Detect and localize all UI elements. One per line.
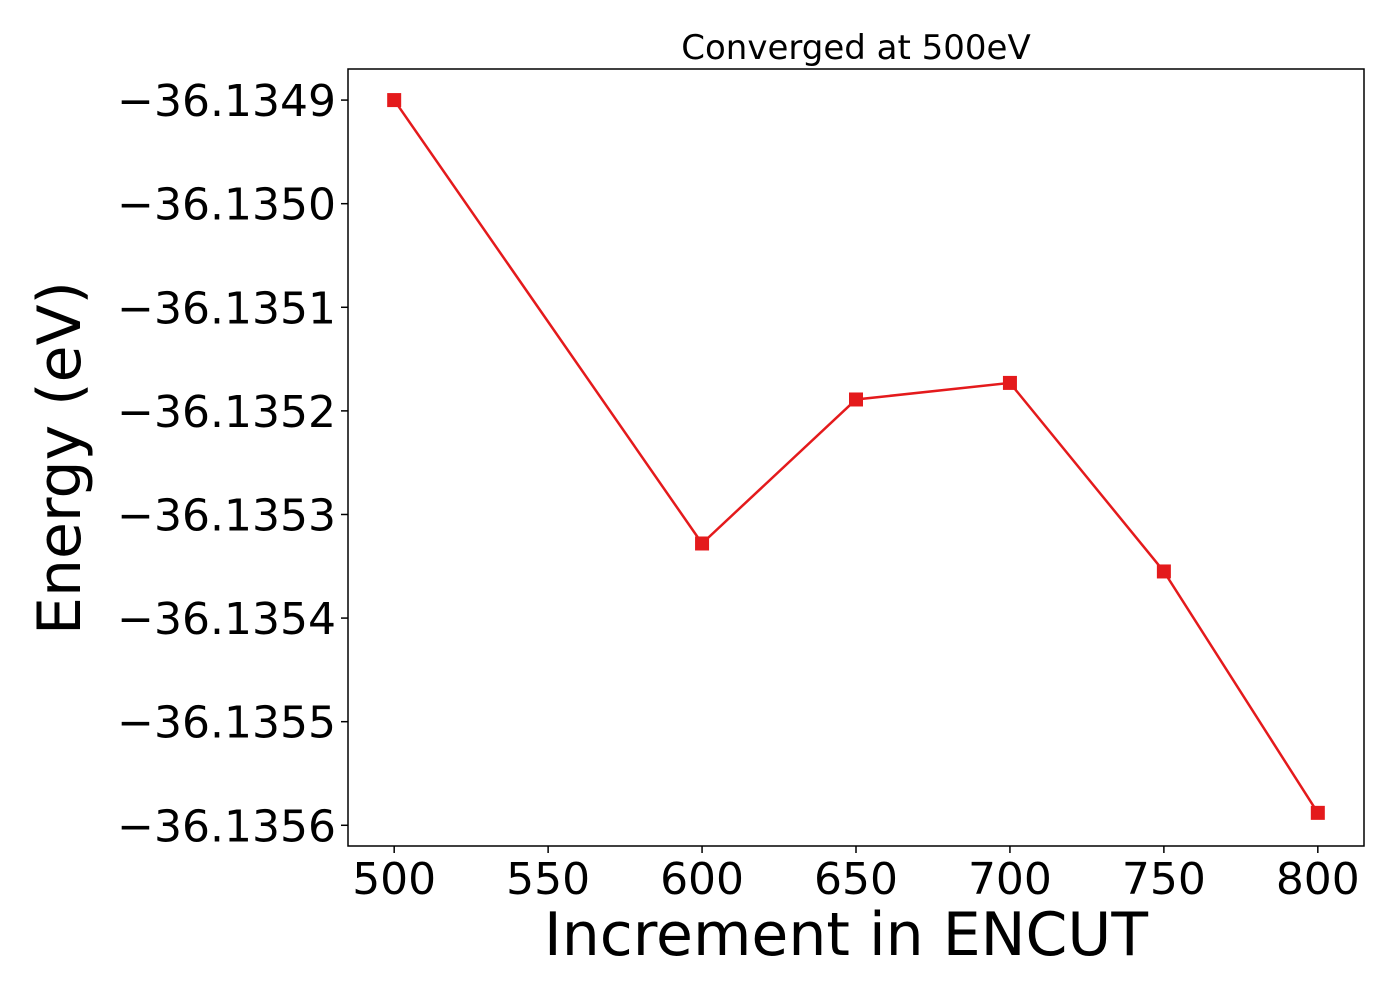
plot-area [387, 93, 1325, 820]
data-point-marker [387, 93, 402, 108]
x-tick-label: 700 [968, 854, 1052, 905]
chart-title: Converged at 500eV [681, 28, 1030, 68]
x-axis-ticks: 500 550 600 650 700 750 800 [352, 846, 1360, 905]
data-point-marker [695, 536, 710, 551]
y-axis-ticks: −36.1349 −36.1350 −36.1351 −36.1352 −36.1353… [117, 76, 348, 852]
x-tick-label: 550 [506, 854, 590, 905]
x-tick-label: 500 [352, 854, 436, 905]
y-tick-label: −36.1351 [117, 283, 336, 334]
data-point-marker [849, 392, 863, 407]
y-tick-label: −36.1355 [117, 698, 336, 749]
y-tick-label: −36.1356 [117, 801, 336, 852]
data-point-marker [1310, 805, 1325, 820]
y-tick-label: −36.1354 [117, 594, 336, 645]
x-tick-label: 650 [814, 854, 898, 905]
y-tick-label: −36.1349 [117, 76, 336, 127]
y-tick-label: −36.1353 [117, 490, 336, 541]
data-point-marker [1002, 375, 1017, 390]
data-point-marker [1156, 564, 1171, 579]
series-line [393, 99, 1319, 814]
y-tick-label: −36.1350 [117, 180, 336, 231]
x-tick-label: 600 [660, 854, 744, 905]
x-tick-label: 750 [1122, 854, 1206, 905]
x-axis-label: Increment in ENCUT [544, 900, 1148, 970]
x-tick-label: 800 [1276, 854, 1360, 905]
y-tick-label: −36.1352 [117, 387, 336, 438]
y-axis-label: Energy (eV) [25, 281, 95, 635]
